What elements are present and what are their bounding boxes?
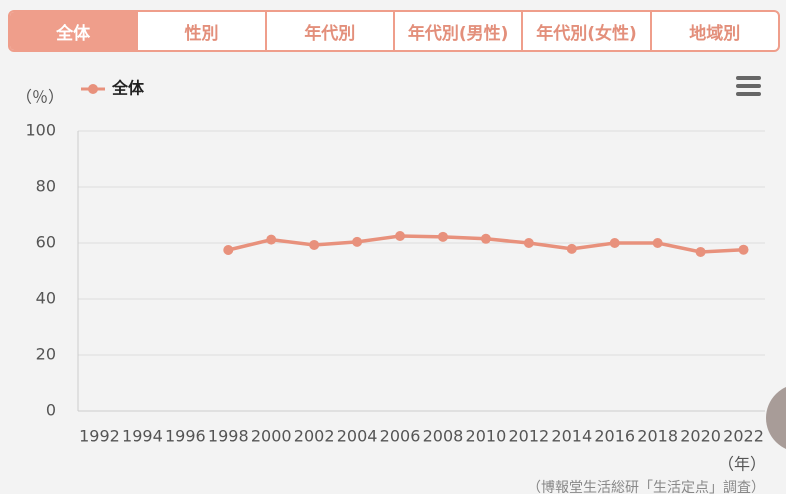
menu-bar xyxy=(736,84,761,88)
data-point xyxy=(223,245,234,255)
menu-bar xyxy=(736,76,761,80)
y-axis-label: （％） xyxy=(16,88,64,107)
tab[interactable]: 年代別(男性) xyxy=(392,12,521,50)
y-tick-label: 0 xyxy=(46,401,56,420)
legend-label: 全体 xyxy=(111,79,145,98)
x-tick-label: 2012 xyxy=(508,427,549,446)
data-point xyxy=(738,244,749,255)
y-tick-label: 40 xyxy=(36,289,56,308)
x-tick-label: 1994 xyxy=(122,427,163,446)
x-tick-label: 2018 xyxy=(637,427,678,446)
x-tick-label: 1996 xyxy=(165,427,206,446)
data-point xyxy=(566,243,577,254)
tab[interactable]: 性別 xyxy=(136,12,264,50)
x-tick-label: 2014 xyxy=(551,427,592,446)
y-tick-label: 100 xyxy=(25,121,56,140)
data-point xyxy=(437,231,448,242)
x-tick-label: 1992 xyxy=(79,427,120,446)
tab[interactable]: 年代別 xyxy=(264,12,393,50)
x-tick-label: 2006 xyxy=(380,427,421,446)
tab[interactable]: 全体 xyxy=(10,12,137,50)
y-tick-label: 20 xyxy=(36,345,56,364)
x-tick-label: 1998 xyxy=(208,427,249,446)
menu-bar xyxy=(736,92,761,96)
data-point xyxy=(309,239,320,250)
data-point xyxy=(352,236,363,247)
scroll-button[interactable] xyxy=(766,384,786,452)
x-tick-label: 2010 xyxy=(466,427,507,446)
x-tick-label: 2008 xyxy=(423,427,464,446)
x-tick-label: 2004 xyxy=(337,427,378,446)
y-tick-label: 80 xyxy=(36,177,56,196)
x-tick-label: 2000 xyxy=(251,427,292,446)
data-point xyxy=(652,238,663,248)
source-note: （博報堂生活総研「生活定点」調査） xyxy=(527,479,765,494)
data-point xyxy=(609,238,620,248)
data-point xyxy=(395,231,406,241)
data-point xyxy=(695,246,706,257)
data-point xyxy=(266,234,277,245)
y-tick-label: 60 xyxy=(36,233,56,252)
data-point xyxy=(523,238,534,248)
tab[interactable]: 地域別 xyxy=(649,12,778,50)
x-tick-label: 2020 xyxy=(680,427,721,446)
x-tick-label: 2016 xyxy=(594,427,635,446)
tab-bar: 全体 性別 年代別 年代別(男性) 年代別(女性) 地域別 xyxy=(8,10,780,52)
menu-icon[interactable] xyxy=(736,76,761,96)
x-axis-label: （年） xyxy=(718,455,766,474)
x-tick-label: 2002 xyxy=(294,427,335,446)
x-tick-label: 2022 xyxy=(723,427,764,446)
tab[interactable]: 年代別(女性) xyxy=(521,12,649,50)
data-point xyxy=(480,233,491,244)
legend-marker xyxy=(88,84,98,94)
